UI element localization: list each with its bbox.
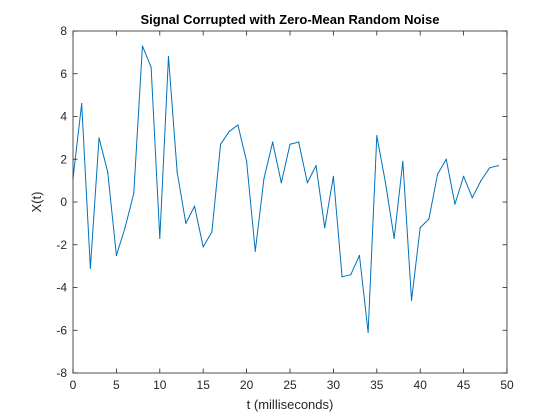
data-point (81, 103, 83, 105)
data-point (376, 135, 378, 137)
data-point (133, 192, 135, 195)
x-tick-label: 50 (500, 378, 514, 392)
y-tick-label: 2 (60, 152, 67, 166)
y-tick-label: -4 (56, 281, 67, 295)
data-point (167, 56, 170, 58)
data-point (280, 182, 282, 184)
x-tick-label: 5 (113, 378, 120, 392)
data-point (254, 250, 256, 252)
data-point (471, 197, 473, 199)
data-point (185, 222, 187, 224)
data-point (428, 218, 430, 220)
data-point (489, 167, 491, 169)
x-tick-label: 0 (70, 378, 77, 392)
data-point (263, 177, 265, 180)
data-point (272, 141, 274, 143)
data-point (176, 171, 178, 173)
data-point (367, 331, 369, 333)
data-point (124, 227, 126, 229)
data-point (98, 137, 100, 139)
data-point (228, 130, 230, 133)
x-tick-label: 30 (327, 378, 341, 392)
data-point (315, 165, 317, 167)
data-point (402, 160, 404, 162)
y-tick-label: -8 (56, 366, 67, 380)
data-point (480, 180, 482, 182)
y-tick-label: -2 (56, 238, 67, 252)
data-point (332, 175, 334, 177)
data-point (115, 254, 117, 257)
y-tick-label: 4 (60, 110, 67, 124)
data-point (350, 274, 352, 276)
x-tick-label: 20 (240, 378, 254, 392)
chart-title: Signal Corrupted with Zero-Mean Random N… (140, 12, 439, 27)
data-point (393, 237, 395, 239)
data-point (211, 231, 213, 233)
series-line (72, 45, 499, 333)
data-point (410, 299, 413, 301)
data-point (497, 165, 499, 167)
y-tick-label: 8 (60, 24, 67, 38)
x-tick-label: 15 (197, 378, 211, 392)
data-point (445, 158, 447, 160)
data-point (463, 175, 465, 177)
y-tick-label: 6 (60, 67, 67, 81)
series-layer (72, 45, 499, 333)
data-point (141, 45, 144, 47)
data-point (219, 143, 222, 145)
data-point (419, 227, 421, 229)
data-point (159, 237, 161, 239)
x-tick-label: 45 (457, 378, 471, 392)
data-point (193, 205, 196, 207)
y-tick-label: 0 (60, 195, 67, 209)
y-tick-label: -6 (56, 323, 67, 337)
data-point (341, 276, 343, 278)
data-point (289, 143, 291, 145)
data-point (454, 203, 456, 205)
x-tick-label: 35 (370, 378, 384, 392)
data-point (237, 124, 239, 126)
tick-layer: 0 5 10 15 20 25 30 35 40 45 50 -8 -6 -4 -2 0 2 4 6 8 (56, 24, 514, 392)
data-point (298, 141, 300, 143)
data-point (358, 254, 361, 257)
data-point (324, 227, 326, 229)
data-point (384, 182, 387, 184)
x-tick-label: 40 (414, 378, 428, 392)
x-tick-label: 25 (283, 378, 297, 392)
data-point (246, 160, 248, 162)
data-point (202, 246, 204, 248)
y-axis-label: X(t) (29, 192, 44, 213)
data-point (150, 66, 152, 68)
x-axis-label: t (milliseconds) (247, 397, 334, 412)
data-point (107, 171, 109, 173)
data-point (306, 182, 308, 184)
plot-background (73, 31, 507, 373)
x-tick-label: 10 (153, 378, 167, 392)
data-point (89, 267, 91, 269)
data-point (436, 173, 439, 175)
plot-area (73, 31, 507, 373)
